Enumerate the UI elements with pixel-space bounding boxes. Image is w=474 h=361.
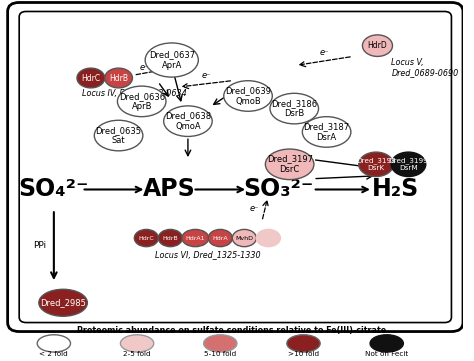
Text: e⁻: e⁻ [319,48,329,57]
Ellipse shape [302,117,351,147]
Ellipse shape [359,152,393,177]
Text: 5-10 fold: 5-10 fold [204,351,237,357]
Text: >10 fold: >10 fold [288,351,319,357]
Ellipse shape [94,120,143,151]
Text: < 2 fold: < 2 fold [39,351,68,357]
Text: Dred_0638
QmoA: Dred_0638 QmoA [165,112,211,131]
Text: Dred_3199
DsrM: Dred_3199 DsrM [389,157,428,171]
Ellipse shape [363,35,392,56]
Text: Dred_3186
DsrB: Dred_3186 DsrB [271,99,317,118]
Text: Dred_0639
QmoB: Dred_0639 QmoB [225,86,271,106]
Text: HdrC: HdrC [81,74,100,83]
Text: HdrC: HdrC [138,235,154,240]
Text: Not on Fecit: Not on Fecit [365,351,408,357]
Ellipse shape [287,335,320,352]
Text: Dred_0637
AprA: Dred_0637 AprA [149,50,195,70]
Text: 2-5 fold: 2-5 fold [123,351,151,357]
Text: e⁻: e⁻ [249,204,259,213]
Text: e⁻: e⁻ [201,71,211,80]
Ellipse shape [182,229,209,247]
Ellipse shape [105,68,132,88]
Text: e⁻: e⁻ [139,63,149,72]
Ellipse shape [118,86,166,117]
Text: MvhD: MvhD [235,235,253,240]
Text: Dred_0635
Sat: Dred_0635 Sat [96,126,142,145]
Text: Locus VI, Dred_1325-1330: Locus VI, Dred_1325-1330 [155,250,260,259]
Text: Dred_3197
DsrC: Dred_3197 DsrC [267,155,313,174]
Text: APS: APS [143,178,196,201]
Ellipse shape [134,229,158,247]
Ellipse shape [256,229,281,247]
Text: HdrA: HdrA [212,235,228,240]
Ellipse shape [77,68,105,88]
Ellipse shape [204,335,237,352]
Text: SO₃²⁻: SO₃²⁻ [243,178,313,201]
FancyBboxPatch shape [8,3,463,331]
Text: HdrB: HdrB [163,235,178,240]
Ellipse shape [224,81,272,111]
Ellipse shape [270,93,319,124]
Text: PPi: PPi [34,241,46,250]
Text: HdrA1: HdrA1 [186,235,205,240]
Ellipse shape [120,335,154,352]
Ellipse shape [232,229,256,247]
Ellipse shape [145,43,198,77]
Text: Dred_3198
DsrK: Dred_3198 DsrK [356,157,396,171]
Ellipse shape [37,335,71,352]
Text: Locus V,
Dred_0689-0690: Locus V, Dred_0689-0690 [392,57,458,77]
Text: Locus IV, Dred_0633-0634: Locus IV, Dred_0633-0634 [82,88,186,97]
Ellipse shape [158,229,182,247]
Text: SO₄²⁻: SO₄²⁻ [18,178,89,201]
Ellipse shape [391,152,426,177]
Text: Dred_2985: Dred_2985 [40,298,86,307]
Text: HdrD: HdrD [368,41,387,50]
Ellipse shape [370,335,403,352]
Ellipse shape [164,106,212,136]
Text: Proteomic abundance on sulfate conditions relative to Fe(III)-citrate: Proteomic abundance on sulfate condition… [77,326,386,335]
Ellipse shape [265,149,314,180]
FancyBboxPatch shape [19,12,451,322]
Text: H₂S: H₂S [373,178,419,201]
Ellipse shape [208,229,232,247]
Text: HdrB: HdrB [109,74,128,83]
Text: Dred_0636
AprB: Dred_0636 AprB [118,92,165,111]
Text: Dred_3187
DsrA: Dred_3187 DsrA [303,122,350,142]
Ellipse shape [39,289,87,316]
